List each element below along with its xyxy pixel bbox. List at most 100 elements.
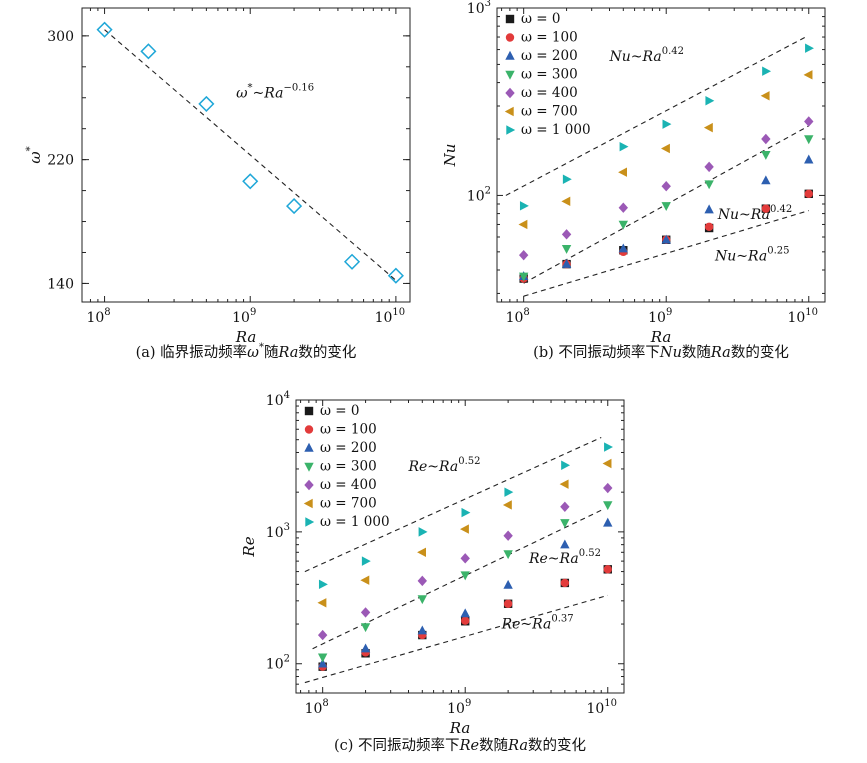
caption-tail: 数的变化 xyxy=(298,344,356,361)
legend-label: ω = 1 000 xyxy=(320,514,390,530)
data-point-triangle-down xyxy=(618,220,629,230)
x-tick-base: 10 xyxy=(86,310,104,326)
fit-label-text: Nu~Ra xyxy=(714,248,767,264)
y-axis-label-sup: * xyxy=(25,146,36,151)
data-point-circle xyxy=(503,599,513,608)
data-point-triangle-left xyxy=(417,547,427,557)
legend-label: ω = 0 xyxy=(521,11,561,27)
y-axis-label: Re xyxy=(240,536,258,557)
data-point-triangle-up xyxy=(761,175,771,185)
legend-marker xyxy=(304,479,314,491)
legend-marker xyxy=(505,33,515,42)
y-tick-exponent: 2 xyxy=(284,654,290,665)
fit-label-exponent: 0.25 xyxy=(767,245,789,256)
caption-tail: 数的变化 xyxy=(528,737,586,754)
data-point-triangle-up xyxy=(661,234,671,244)
data-point-triangle-right xyxy=(662,119,672,129)
data-point-circle xyxy=(560,578,570,588)
data-point-triangle-down xyxy=(603,501,613,511)
panel-caption: (c) 不同振动频率下Re数随Ra数的变化 xyxy=(334,737,586,754)
caption-var: Re xyxy=(459,738,480,754)
x-tick-exponent: 9 xyxy=(465,698,471,709)
legend: ω = 0 ω = 100 ω = 200 ω = 300 ω = 400 ω = 700… xyxy=(303,403,390,530)
data-point-triangle-left xyxy=(618,167,628,177)
data-point-triangle-left xyxy=(518,219,528,230)
data-point-triangle-right xyxy=(361,556,371,566)
fit-label-exponent: −0.16 xyxy=(283,83,314,94)
y-tick-base: 10 xyxy=(467,1,485,17)
data-point-triangle-down xyxy=(417,595,428,605)
data-point-diamond xyxy=(561,229,572,240)
caption-ra: Ra xyxy=(710,345,731,361)
legend-label: ω = 300 xyxy=(320,459,377,475)
fit-label-text: Re~Ra xyxy=(528,551,579,567)
data-point-triangle-left xyxy=(760,91,770,101)
data-point-diamond xyxy=(317,629,328,641)
x-tick-exponent: 8 xyxy=(104,307,110,318)
data-point-triangle-left xyxy=(460,524,469,534)
y-tick-label: 140 xyxy=(47,276,74,292)
data-point-triangle-left xyxy=(317,598,327,608)
data-point-triangle-right xyxy=(604,442,613,452)
y-tick-exponent: 3 xyxy=(485,0,491,9)
data-point-triangle-right xyxy=(561,460,571,470)
x-tick-label: 108 xyxy=(305,698,329,717)
legend-marker xyxy=(504,106,514,117)
fit-label-text: Nu~Ra xyxy=(717,207,770,223)
data-point xyxy=(198,95,215,112)
panel-caption: (a) 临界振动频率ω*随Ra数的变化 xyxy=(136,342,357,361)
x-tick-label: 109 xyxy=(648,307,672,326)
caption-tail: 数的变化 xyxy=(731,344,789,361)
legend-marker xyxy=(505,50,515,60)
fit-label-symbol: ω xyxy=(236,86,248,102)
data-point-triangle-left xyxy=(559,479,569,489)
data-point-diamond xyxy=(661,180,671,192)
data-point-triangle-left xyxy=(703,122,713,133)
data-point-triangle-down xyxy=(503,550,513,560)
data-point xyxy=(286,198,303,215)
data-point-triangle-left xyxy=(602,458,612,469)
fit-label: Nu~Ra0.42 xyxy=(608,46,683,65)
caption-symbol: ω xyxy=(247,345,259,361)
y-tick-exponent: 2 xyxy=(485,185,491,196)
x-tick-label: 1010 xyxy=(586,698,617,717)
fit-label-text: Re~Ra xyxy=(501,617,552,633)
fit-line xyxy=(304,436,602,573)
data-point-triangle-left xyxy=(803,70,813,80)
fit-label: Nu~Ra0.42 xyxy=(717,204,792,223)
legend-marker xyxy=(304,442,314,452)
legend-marker xyxy=(304,462,314,472)
data-point-diamond xyxy=(761,133,771,145)
caption-suffix: 随 xyxy=(264,344,279,361)
data-point-diamond xyxy=(360,607,371,618)
fit-label-exponent: 0.37 xyxy=(551,614,573,625)
y-tick-base: 10 xyxy=(467,188,485,204)
data-point-triangle-left xyxy=(661,143,670,154)
x-tick-label: 109 xyxy=(232,307,256,326)
plot-frame xyxy=(81,7,411,303)
data-point-triangle-up xyxy=(560,539,570,549)
data-point xyxy=(387,267,404,284)
data-point-diamond xyxy=(618,202,629,213)
legend-marker xyxy=(304,406,314,416)
fit-label-text: Re~Ra xyxy=(407,459,458,475)
data-point-triangle-up xyxy=(603,517,613,527)
data-point-triangle-left xyxy=(561,196,571,207)
fit-label-exponent: 0.52 xyxy=(579,548,601,559)
y-axis-label-text: ω xyxy=(26,151,44,163)
data-point-triangle-down xyxy=(518,272,529,282)
data-point-triangle-right xyxy=(762,66,772,76)
data-point-triangle-right xyxy=(461,507,471,518)
data-point-triangle-up xyxy=(618,243,629,253)
legend-marker xyxy=(506,125,516,135)
y-tick-base: 10 xyxy=(266,525,284,541)
x-axis-label: Ra xyxy=(449,719,471,737)
data-point-triangle-down xyxy=(360,623,371,633)
fit-label: Re~Ra0.52 xyxy=(407,456,480,475)
data-point xyxy=(242,173,259,190)
data-point-triangle-down xyxy=(761,150,771,160)
data-point-triangle-right xyxy=(318,579,328,590)
fit-label: Re~Ra0.37 xyxy=(501,614,574,633)
fit-line xyxy=(304,594,608,684)
